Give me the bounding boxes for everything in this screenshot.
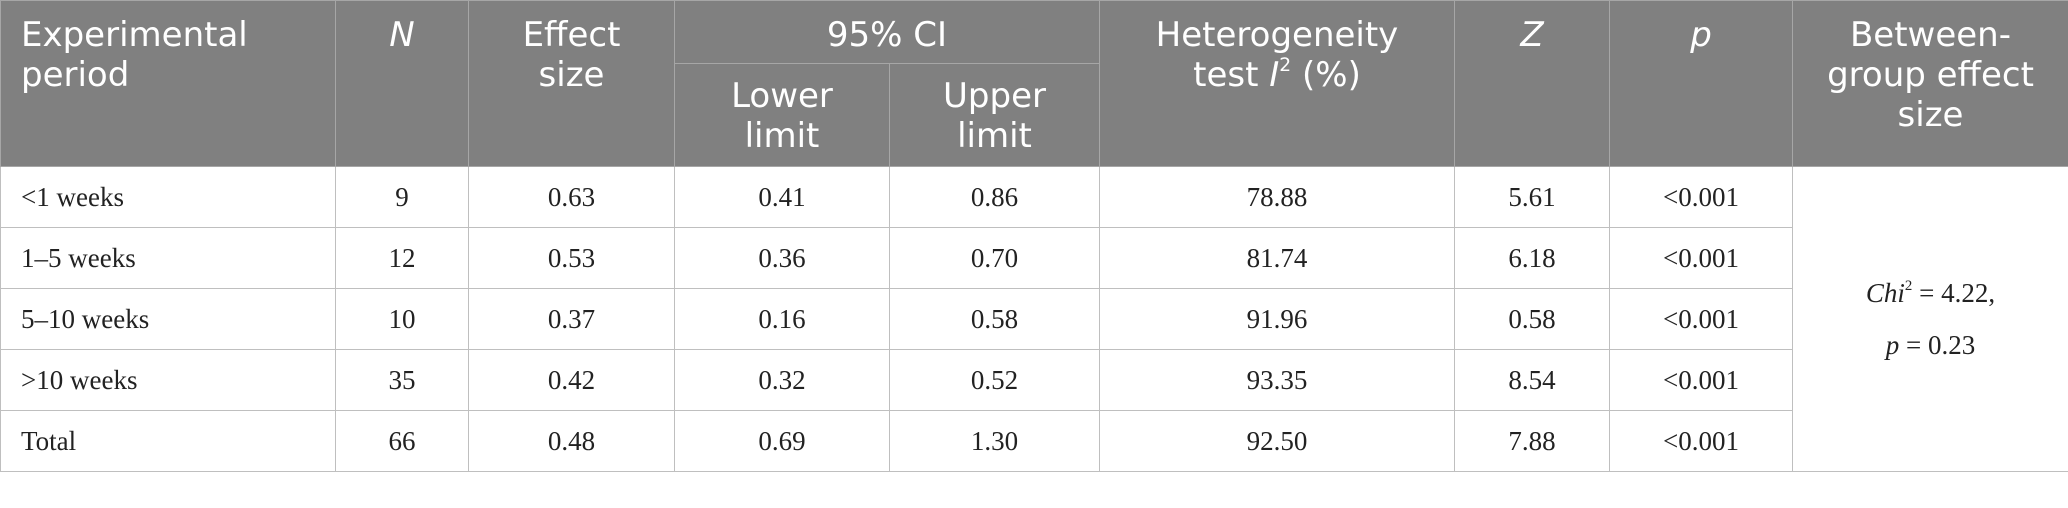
header-95-ci: 95% CI (674, 0, 1100, 64)
header-upper-limit: Upper limit (889, 63, 1100, 167)
cell-effect: 0.48 (468, 410, 675, 472)
header-between-line3: size (1897, 95, 1964, 135)
cell-p: <0.001 (1609, 227, 1793, 289)
header-het-i: I (1269, 55, 1280, 95)
cell-z: 6.18 (1454, 227, 1610, 289)
table-row: 1–5 weeks 12 0.53 0.36 0.70 81.74 6.18 <… (0, 227, 2068, 289)
cell-z: 7.88 (1454, 410, 1610, 472)
header-experimental-period: Experimental period (0, 0, 336, 167)
cell-lower: 0.69 (674, 410, 890, 472)
header-p: p (1609, 0, 1793, 167)
cell-n: 12 (335, 227, 469, 289)
between-p-value: = 0.23 (1899, 330, 1976, 360)
table-body: <1 weeks 9 0.63 0.41 0.86 78.88 5.61 <0.… (0, 166, 2068, 472)
table-row: 5–10 weeks 10 0.37 0.16 0.58 91.96 0.58 … (0, 288, 2068, 350)
header-heterogeneity: Heterogeneity test I2 (%) (1099, 0, 1455, 167)
cell-effect: 0.53 (468, 227, 675, 289)
header-n-label: N (389, 15, 415, 55)
header-period-line1: Experimental (21, 15, 248, 55)
header-het-sup: 2 (1279, 55, 1292, 77)
cell-heterogeneity: 92.50 (1099, 410, 1455, 472)
header-upper-line1: Upper (943, 76, 1046, 116)
table-header: Experimental period N Effect size 95% CI… (0, 0, 2068, 167)
cell-z: 0.58 (1454, 288, 1610, 350)
cell-n: 35 (335, 349, 469, 411)
header-upper-line2: limit (957, 116, 1032, 156)
table-row: Total 66 0.48 0.69 1.30 92.50 7.88 <0.00… (0, 410, 2068, 472)
cell-period: <1 weeks (0, 166, 336, 228)
between-chi-value: = 4.22, (1912, 278, 1996, 308)
cell-period: 1–5 weeks (0, 227, 336, 289)
cell-p: <0.001 (1609, 410, 1793, 472)
cell-lower: 0.32 (674, 349, 890, 411)
cell-period: >10 weeks (0, 349, 336, 411)
cell-z: 5.61 (1454, 166, 1610, 228)
meta-analysis-table: Experimental period N Effect size 95% CI… (0, 0, 2068, 472)
header-effect-size: Effect size (468, 0, 675, 167)
cell-period: 5–10 weeks (0, 288, 336, 350)
cell-p: <0.001 (1609, 288, 1793, 350)
cell-effect: 0.42 (468, 349, 675, 411)
header-period-line2: period (21, 55, 130, 95)
header-effect-line1: Effect (522, 15, 621, 55)
cell-n: 66 (335, 410, 469, 472)
table-row: <1 weeks 9 0.63 0.41 0.86 78.88 5.61 <0.… (0, 166, 2068, 472)
header-lower-limit: Lower limit (674, 63, 890, 167)
header-p-label: p (1690, 15, 1712, 55)
cell-effect: 0.63 (468, 166, 675, 228)
cell-heterogeneity: 93.35 (1099, 349, 1455, 411)
cell-upper: 1.30 (889, 410, 1100, 472)
cell-upper: 0.58 (889, 288, 1100, 350)
cell-between-group: Chi2 = 4.22, p = 0.23 (1792, 166, 2068, 472)
header-between-line2: group effect (1827, 55, 2034, 95)
between-p-label: p (1885, 330, 1900, 360)
cell-heterogeneity: 91.96 (1099, 288, 1455, 350)
cell-effect: 0.37 (468, 288, 675, 350)
cell-p: <0.001 (1609, 166, 1793, 228)
between-chi-label: Chi (1865, 278, 1905, 308)
cell-heterogeneity: 78.88 (1099, 166, 1455, 228)
header-het-line1: Heterogeneity (1155, 15, 1399, 55)
header-het-suffix: (%) (1291, 55, 1361, 95)
cell-upper: 0.70 (889, 227, 1100, 289)
cell-n: 10 (335, 288, 469, 350)
header-ci-label: 95% CI (826, 15, 948, 55)
header-het-prefix: test (1193, 55, 1270, 95)
cell-period: Total (0, 410, 336, 472)
header-lower-line2: limit (744, 116, 820, 156)
cell-lower: 0.16 (674, 288, 890, 350)
cell-z: 8.54 (1454, 349, 1610, 411)
header-between-group-effect-size: Between- group effect size (1792, 0, 2068, 167)
cell-heterogeneity: 81.74 (1099, 227, 1455, 289)
header-n: N (335, 0, 469, 167)
cell-upper: 0.86 (889, 166, 1100, 228)
table-row: >10 weeks 35 0.42 0.32 0.52 93.35 8.54 <… (0, 349, 2068, 411)
header-z-label: Z (1520, 15, 1544, 55)
cell-n: 9 (335, 166, 469, 228)
cell-p: <0.001 (1609, 349, 1793, 411)
cell-lower: 0.36 (674, 227, 890, 289)
between-chi-sup: 2 (1904, 278, 1913, 295)
header-z: Z (1454, 0, 1610, 167)
cell-upper: 0.52 (889, 349, 1100, 411)
cell-lower: 0.41 (674, 166, 890, 228)
header-lower-line1: Lower (731, 76, 833, 116)
header-between-line1: Between- (1849, 15, 2012, 55)
header-effect-line2: size (538, 55, 605, 95)
